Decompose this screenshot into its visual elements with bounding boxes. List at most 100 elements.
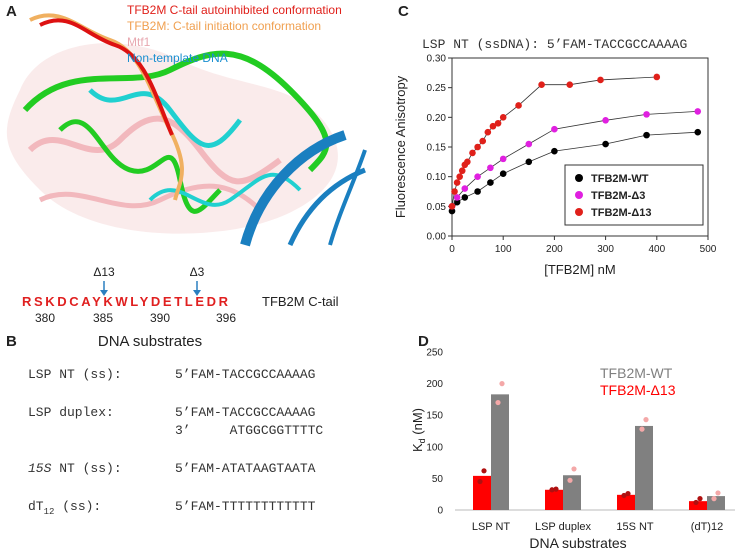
y-tick-label: 0.10 <box>427 172 447 183</box>
legend-marker <box>575 191 583 199</box>
sequence: 5’FAM-TTTTTTTTTTTT <box>175 499 316 514</box>
legend-text: TFB2M C-tail autoinhibited conformation <box>127 3 342 17</box>
data-point <box>499 114 507 121</box>
replicate-point <box>693 499 699 506</box>
x-tick-label: (dT)12 <box>691 521 723 533</box>
data-point <box>448 203 456 210</box>
residue-number: 396 <box>216 311 236 325</box>
legend-marker <box>575 208 583 216</box>
y-axis-label: Fluorescence Anisotropy <box>393 75 408 218</box>
substrates-title: DNA substrates <box>98 333 202 350</box>
replicate-point <box>643 417 649 423</box>
bar <box>473 475 491 510</box>
y-tick-label: 0.20 <box>427 113 447 124</box>
replicate-point <box>625 490 631 497</box>
data-point <box>464 158 471 166</box>
replicate-point <box>711 496 717 502</box>
legend-label: TFB2M-Δ13 <box>600 382 676 398</box>
data-point <box>469 149 476 157</box>
replicate-point <box>697 496 703 502</box>
y-tick-label: 0.15 <box>427 143 447 154</box>
x-tick-label: 300 <box>597 244 614 255</box>
data-point <box>602 140 609 148</box>
bar <box>491 394 509 510</box>
bar <box>563 475 581 510</box>
data-point <box>451 188 458 195</box>
truncation-label: Δ3 <box>190 265 205 279</box>
data-point <box>461 185 469 192</box>
panel-label: B <box>6 333 17 350</box>
data-point <box>551 125 558 133</box>
legend-text: Mtf1 <box>127 35 151 49</box>
data-point <box>643 131 650 139</box>
data-point <box>448 207 456 215</box>
data-point <box>653 73 661 81</box>
sequence: 5’FAM-TACCGCCAAAAG <box>175 405 315 420</box>
y-tick-label: 0.05 <box>427 202 447 213</box>
data-point <box>479 137 487 145</box>
panel-label: C <box>398 3 409 20</box>
y-tick-label: 100 <box>426 442 443 453</box>
data-point <box>525 158 533 166</box>
x-tick-label: LSP duplex <box>535 521 592 533</box>
structure-illustration <box>6 13 367 247</box>
data-point <box>474 188 481 195</box>
replicate-point <box>477 478 483 485</box>
x-tick-label: 400 <box>648 244 665 255</box>
data-point <box>694 128 702 136</box>
data-point <box>597 76 604 84</box>
data-point <box>453 194 461 201</box>
bar <box>635 425 653 510</box>
legend-text: TFB2M: C-tail initiation conformation <box>127 19 321 33</box>
replicate-point <box>621 492 627 499</box>
x-tick-label: 0 <box>449 244 455 255</box>
bar <box>545 489 563 510</box>
residue-number: 385 <box>93 311 113 325</box>
arrows <box>100 281 201 296</box>
y-axis-label-part: K <box>410 443 425 452</box>
data-point <box>602 117 609 124</box>
data-point <box>515 102 522 109</box>
data-point <box>525 140 533 148</box>
row-label-text: 15S <box>28 461 52 476</box>
x-tick-label: LSP NT <box>472 521 511 533</box>
data-point <box>456 173 463 180</box>
bar <box>689 501 707 510</box>
legend-label: TFB2M-Δ13 <box>591 207 651 219</box>
y-tick-label: 250 <box>426 348 443 359</box>
legend-label: TFB2M-Δ3 <box>591 190 645 202</box>
row-label-text: (ss): <box>54 499 101 514</box>
replicate-point <box>553 486 559 492</box>
y-tick-label: 150 <box>426 411 443 422</box>
residue-number: 380 <box>35 311 55 325</box>
y-tick-label: 0 <box>437 506 443 517</box>
replicate-point <box>499 381 505 387</box>
data-point <box>487 179 494 186</box>
data-point <box>489 122 497 130</box>
y-axis-label: Kd (nM) <box>410 408 427 452</box>
y-tick-label: 0.00 <box>427 232 447 243</box>
x-tick-label: 15S NT <box>616 521 654 533</box>
truncation-label: Δ13 <box>93 265 115 279</box>
x-tick-label: 200 <box>546 244 563 255</box>
legend-text: Non-template DNA <box>127 51 228 65</box>
y-tick-label: 200 <box>426 379 443 390</box>
y-axis-label-part: (nM) <box>410 408 425 438</box>
data-point <box>643 111 650 118</box>
c-tail-label: TFB2M C-tail <box>262 294 339 309</box>
x-axis-label: DNA substrates <box>529 535 626 551</box>
row-label: dT12 (ss): <box>28 499 101 517</box>
sequence: 5’FAM-TACCGCCAAAAG <box>175 367 315 382</box>
residue-number: 390 <box>150 311 170 325</box>
row-label: LSP NT (ss): <box>28 367 122 382</box>
legend-label: TFB2M-WT <box>600 365 673 381</box>
data-point <box>566 81 574 88</box>
data-point <box>499 170 507 177</box>
data-point <box>474 173 481 180</box>
chart-title: LSP NT (ssDNA): 5’FAM-TACCGCCAAAAG <box>422 37 687 52</box>
replicate-point <box>549 487 555 493</box>
data-point <box>487 164 494 172</box>
data-point <box>499 155 507 163</box>
row-label-text: LSP NT (ss): <box>28 367 122 382</box>
